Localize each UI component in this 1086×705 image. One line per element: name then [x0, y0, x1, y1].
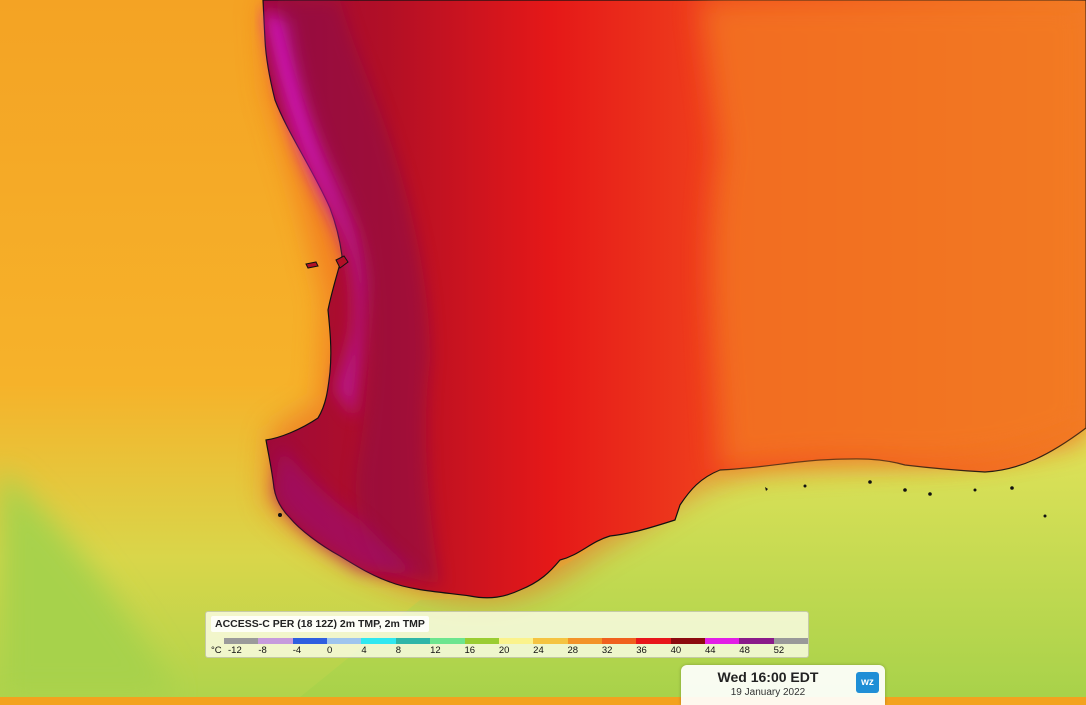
- legend-tick-label: 32: [601, 645, 613, 656]
- legend-colour-swatch: [705, 638, 740, 644]
- legend-tick-label: -4: [292, 645, 302, 656]
- legend-colour-swatch: [327, 638, 362, 644]
- island: [803, 484, 807, 488]
- legend-colour-swatch: [670, 638, 706, 644]
- ocean-cool-area: [0, 470, 180, 697]
- island: [1043, 514, 1047, 518]
- legend-colour-swatch: [224, 638, 259, 644]
- legend-colour-swatch: [258, 638, 293, 644]
- timestamp-box: Wed 16:00 EDT 19 January 2022 wz: [681, 665, 885, 705]
- legend-tick-label: 8: [395, 645, 402, 656]
- interior-warm-area: [700, 0, 1086, 470]
- legend-tick-label: 0: [327, 645, 333, 656]
- island: [1010, 486, 1014, 490]
- legend-colour-swatch: [636, 638, 671, 644]
- island: [278, 513, 282, 517]
- legend-colour-swatch: [361, 638, 396, 644]
- legend-tick-label: 52: [773, 645, 785, 656]
- legend-tick-label: 40: [670, 645, 682, 656]
- island: [973, 488, 977, 492]
- legend-tick-label: -12: [228, 645, 242, 656]
- legend-tick-label: 24: [533, 645, 544, 656]
- weatherzone-logo[interactable]: wz: [856, 672, 879, 693]
- island: [305, 261, 319, 269]
- legend-tick-label: -8: [258, 645, 267, 656]
- legend-tick-label: 12: [430, 645, 441, 656]
- legend-colour-swatch: [601, 638, 637, 644]
- legend-tick-labels: °C -12 -8 -4 0 4 8 12 16 20 24 28 32 36 40 44 48 52: [208, 645, 806, 657]
- legend-colour-swatch: [739, 638, 774, 644]
- forecast-time: Wed 16:00 EDT: [717, 669, 819, 685]
- forecast-date: 19 January 2022: [730, 687, 806, 698]
- island: [335, 255, 349, 269]
- legend-colour-swatch: [430, 638, 465, 644]
- legend-tick-label: 4: [361, 645, 367, 656]
- hot-coastal-strip: [265, 10, 370, 420]
- legend-tick-label: 16: [464, 645, 476, 656]
- legend-title: ACCESS-C PER (18 12Z) 2m TMP, 2m TMP: [211, 616, 429, 632]
- legend-colour-swatch: [292, 638, 328, 644]
- island: [928, 492, 932, 496]
- legend-tick-label: 28: [567, 645, 579, 656]
- hot-inland-band: [275, 0, 440, 585]
- legend-colour-swatch: [498, 638, 534, 644]
- legend-tick-label: 48: [739, 645, 750, 656]
- legend-colour-swatch: [773, 638, 809, 644]
- legend-colour-bar: [224, 638, 809, 644]
- island: [765, 487, 768, 491]
- legend-tick-label: 20: [498, 645, 510, 656]
- legend-unit: °C: [211, 645, 222, 656]
- legend-colour-swatch: [567, 638, 602, 644]
- colour-scale-legend: ACCESS-C PER (18 12Z) 2m TMP, 2m TMP °C …: [205, 611, 809, 658]
- legend-tick-label: 44: [704, 645, 716, 656]
- legend-tick-label: 36: [636, 645, 647, 656]
- island: [868, 480, 872, 484]
- legend-colour-swatch: [395, 638, 431, 644]
- legend-colour-swatch: [533, 638, 568, 644]
- legend-colour-swatch: [464, 638, 499, 644]
- southwest-hot-area: [275, 445, 420, 575]
- island: [903, 488, 907, 492]
